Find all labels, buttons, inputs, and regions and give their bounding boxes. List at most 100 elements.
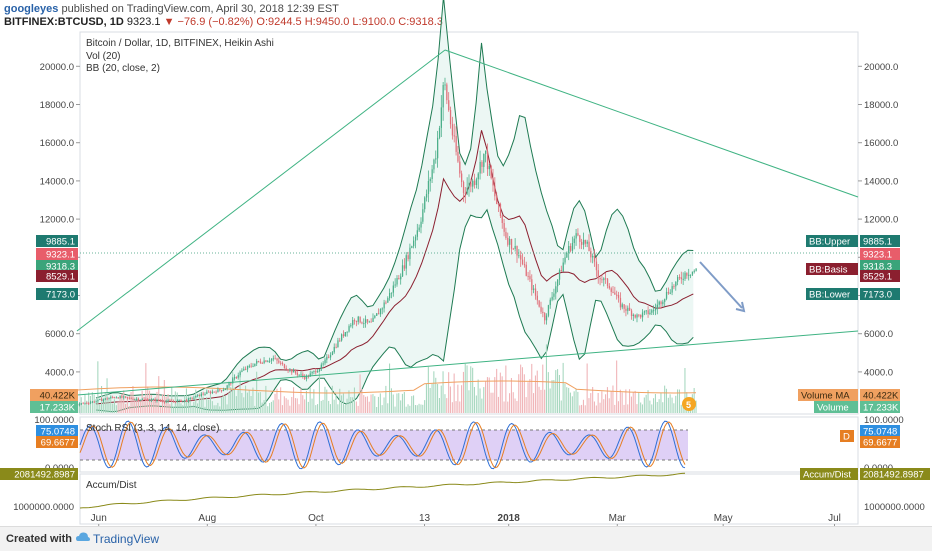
volume-bar: [629, 389, 631, 413]
candle-body: [208, 391, 210, 393]
volume-bar: [256, 371, 258, 413]
candle-body: [516, 246, 518, 256]
candle-body: [518, 255, 520, 257]
volume-bar: [283, 396, 285, 413]
candle-body: [115, 397, 118, 399]
candle-body: [276, 358, 278, 361]
volume-bar: [211, 401, 213, 413]
bb-lower-tag-left: 7173.0: [46, 290, 75, 301]
candle-body: [154, 399, 156, 402]
candle-body: [429, 179, 431, 182]
stoch-d-tag-right: 69.6677: [863, 438, 897, 449]
stoch-k-tag-right-bg: [860, 425, 900, 437]
candle-body: [353, 320, 356, 322]
volume-bar: [379, 393, 381, 413]
candle-body: [197, 394, 199, 396]
candle-body: [219, 389, 221, 391]
candle-body: [577, 233, 579, 236]
candle-body: [143, 398, 145, 400]
symbol-line: BITFINEX:BTCUSD, 1D 9323.1 ▼ −76.9 (−0.8…: [4, 16, 443, 28]
chart-canvas[interactable]: 5 Bitcoin / Dollar, 1D, BITFINEX, Heikin …: [0, 0, 932, 526]
candle-body: [293, 370, 295, 373]
candle-body: [215, 391, 217, 393]
candle-body: [592, 255, 594, 258]
volume-bar: [510, 378, 512, 413]
price-tick-label-left: 20000.0: [40, 62, 74, 73]
candle-body: [123, 396, 125, 398]
candle-body: [564, 257, 566, 263]
candle-body: [335, 346, 337, 348]
candle-body: [132, 398, 134, 400]
candle-body: [579, 235, 581, 242]
price-tick-label-left: 16000.0: [40, 138, 74, 149]
volume-bar: [141, 390, 143, 413]
last-price-tag-left: 9323.1: [46, 250, 75, 261]
volume-bar: [202, 396, 204, 413]
volume-bar: [167, 394, 169, 413]
volume-bar: [560, 400, 562, 413]
candle-body: [654, 308, 657, 311]
candle-body: [569, 246, 572, 251]
volume-bar: [130, 392, 132, 413]
candle-body: [680, 277, 682, 280]
publisher-username[interactable]: googleyes: [4, 3, 59, 15]
candle-body: [112, 397, 114, 399]
candle-body: [418, 227, 420, 231]
candle-body: [396, 278, 398, 285]
volume-bar: [221, 397, 223, 413]
volume-bar: [673, 403, 675, 413]
volume-bar: [507, 401, 509, 413]
bb-upper-tag-right: 9885.1: [863, 237, 892, 248]
candle-body: [693, 270, 695, 272]
volume-bar: [534, 375, 536, 413]
candle-body: [88, 403, 90, 405]
candle-body: [617, 295, 620, 298]
candle-body: [113, 397, 116, 399]
event-badge-icon[interactable]: [682, 397, 696, 411]
candle-body: [82, 403, 84, 405]
volume-bar: [486, 377, 488, 413]
volume-bar: [461, 385, 463, 413]
volume-bar: [232, 371, 234, 413]
candle-body: [217, 389, 219, 393]
candle-body: [385, 302, 387, 304]
volume-bar: [540, 389, 542, 413]
candle-body: [653, 310, 655, 312]
candle-body: [128, 397, 130, 399]
volume-bar: [248, 390, 250, 413]
candle-body: [658, 301, 660, 305]
candle-body: [326, 356, 328, 360]
volume-bar: [667, 397, 669, 413]
volume-bar: [208, 399, 210, 413]
volume-bar: [617, 401, 619, 413]
candle-body: [363, 323, 365, 325]
candle-body: [198, 394, 201, 397]
volume-bar: [651, 404, 653, 413]
volume-bar: [276, 388, 278, 413]
candle-body: [571, 243, 574, 251]
candle-body: [304, 376, 306, 379]
candle-body: [623, 304, 625, 309]
candle-body: [536, 295, 538, 301]
candle-body: [222, 390, 225, 391]
candle-body: [147, 399, 149, 401]
volume-bar: [313, 389, 315, 413]
candle-body: [553, 293, 555, 297]
volume-bar: [376, 407, 378, 413]
price-tick-label: 4000.0: [864, 367, 893, 378]
volume-bar: [616, 360, 618, 413]
volume-bar: [619, 389, 621, 413]
volume-bar: [533, 393, 535, 413]
candle-body: [97, 399, 99, 402]
volume-bar: [677, 389, 679, 413]
candle-body: [257, 361, 260, 362]
tradingview-brand-link[interactable]: TradingView: [93, 532, 160, 546]
candle-body: [200, 393, 202, 397]
volume-bar: [357, 405, 359, 413]
volume-bar: [200, 398, 202, 413]
candle-body: [695, 268, 697, 271]
bb-basis-tag-right-bg: [860, 270, 900, 282]
volume-bar: [407, 404, 409, 413]
volume-bar: [374, 396, 376, 413]
volume-bar: [113, 399, 115, 413]
